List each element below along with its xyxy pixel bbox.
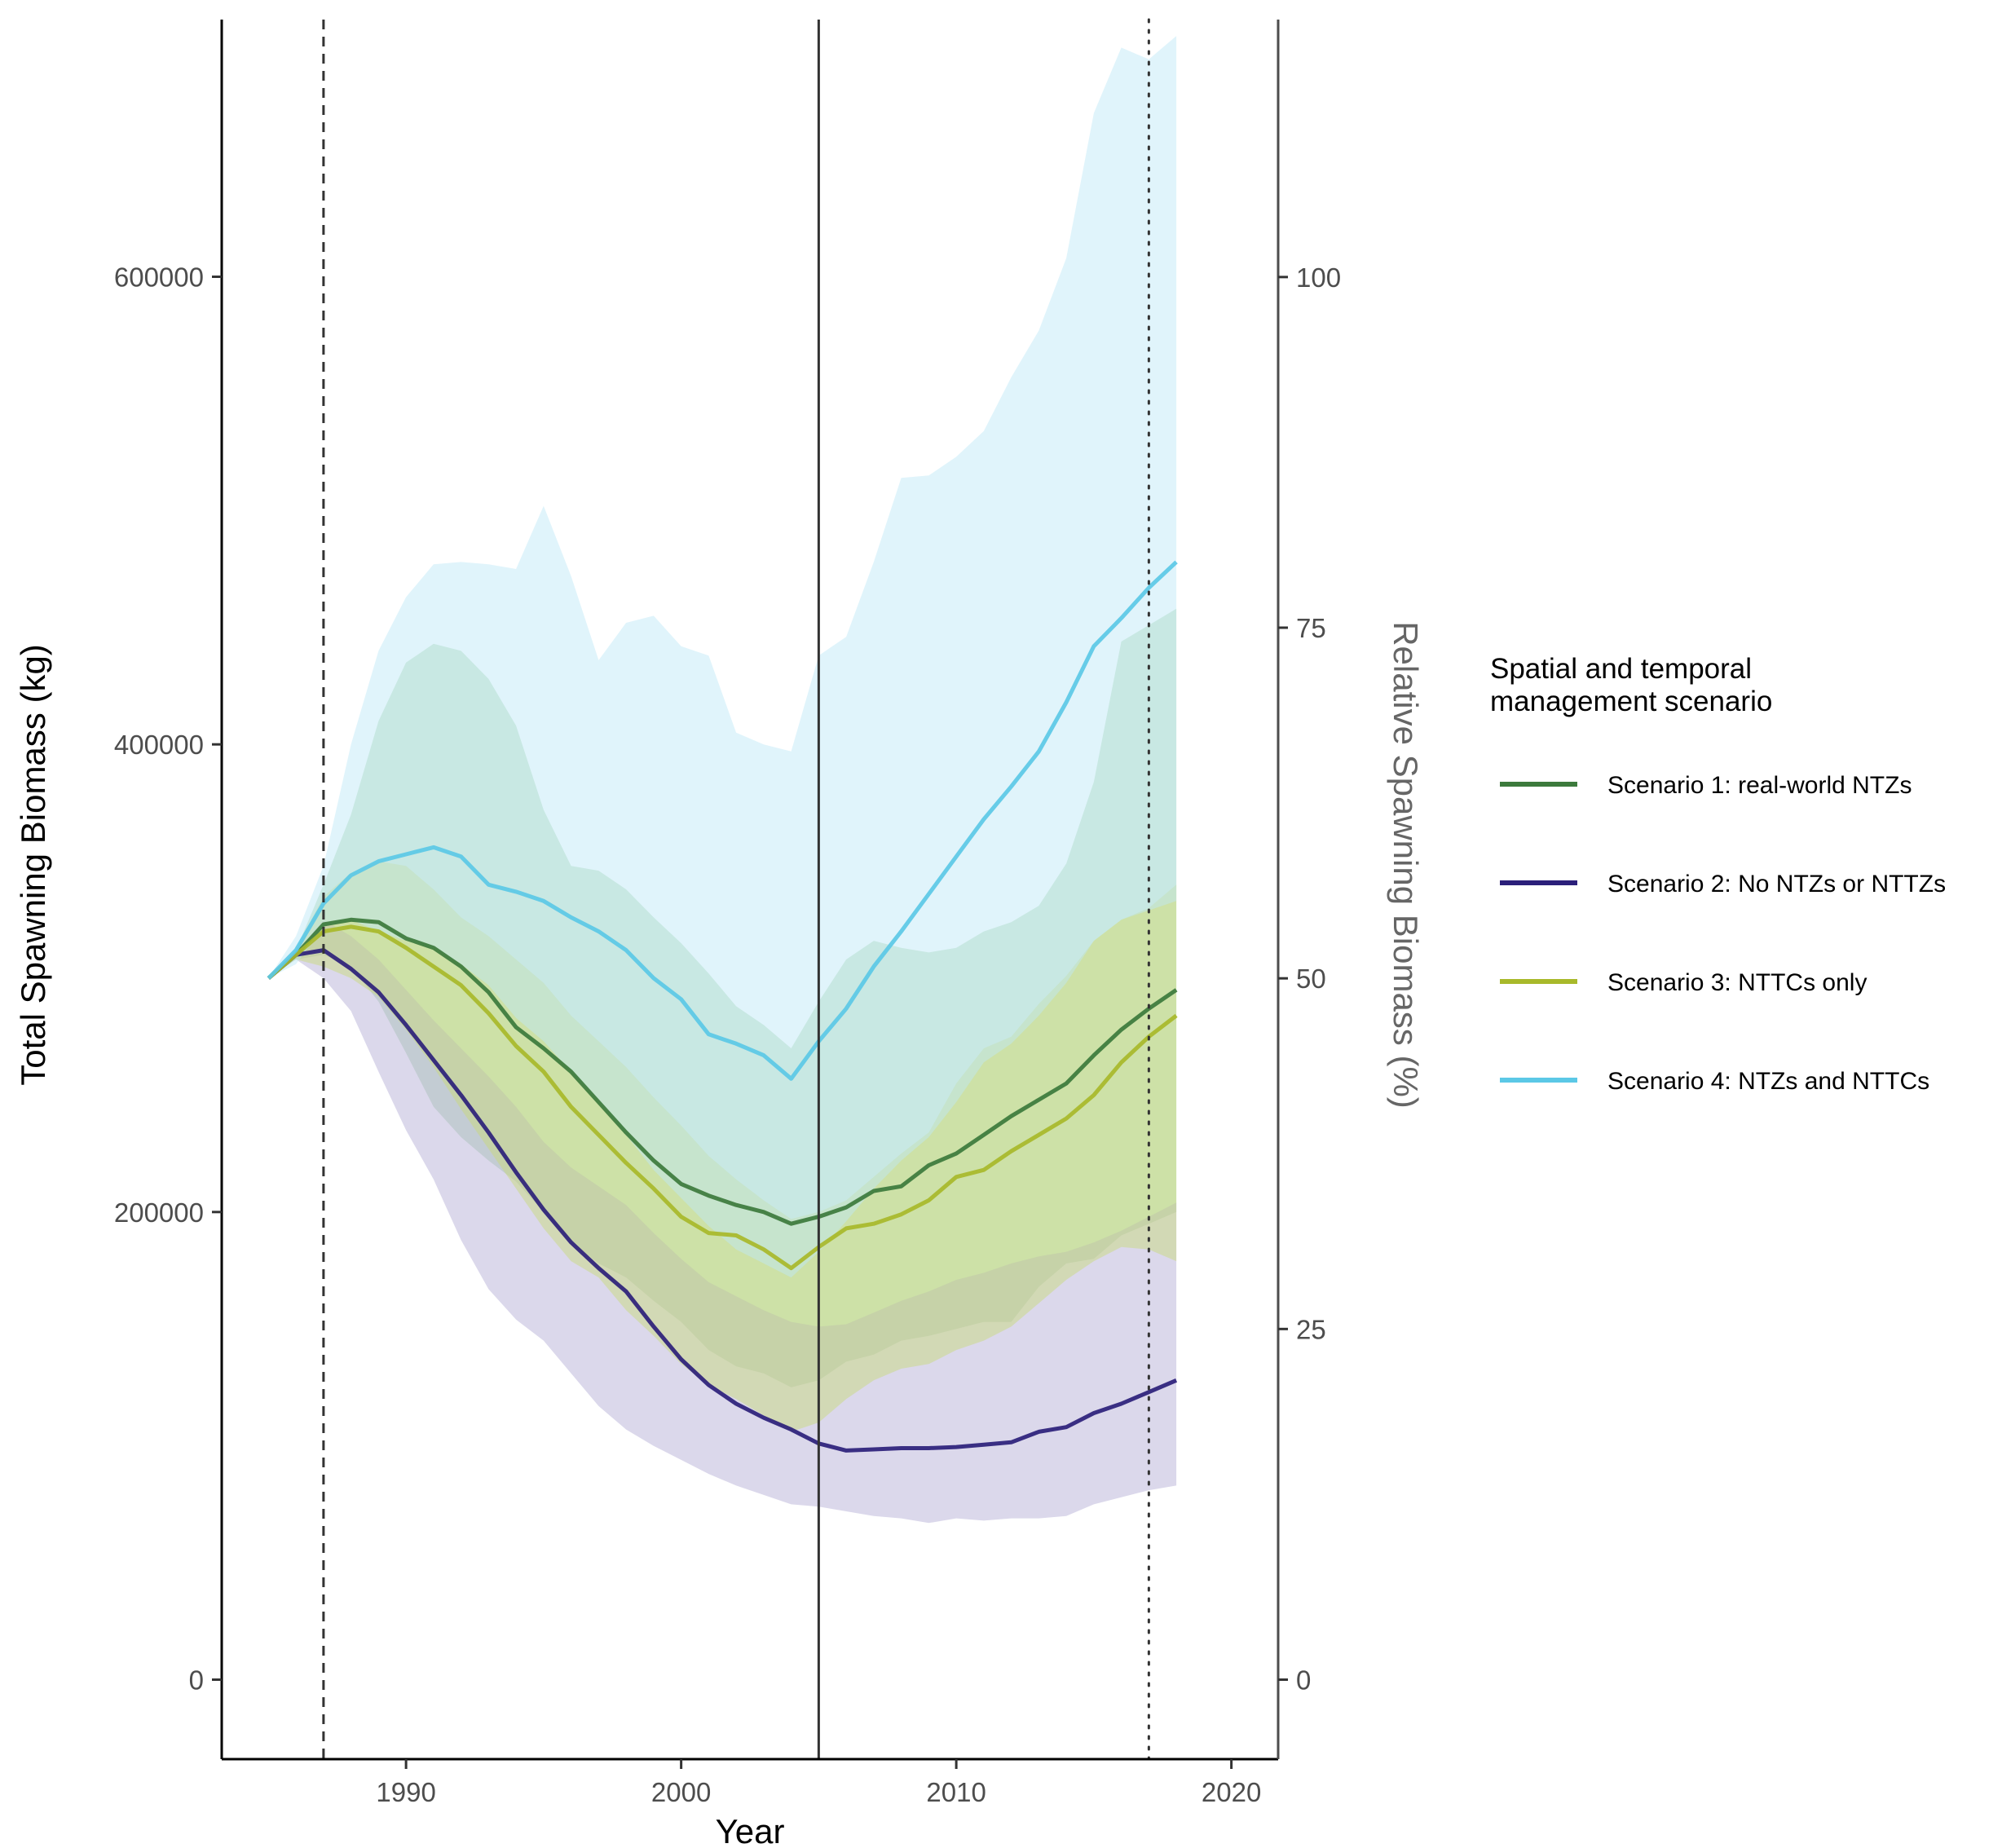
legend-title-line-1: Spatial and temporal — [1490, 653, 1752, 685]
y-axis-right-title: Relative Spawning Biomass (%) — [1387, 621, 1425, 1109]
y-right-tick-label: 100 — [1296, 262, 1341, 293]
y-right-tick-label: 0 — [1296, 1665, 1311, 1695]
series-4-line — [267, 560, 1178, 1081]
legend-label-series-3: Scenario 3: NTTCs only — [1607, 969, 1867, 996]
series-1-line — [267, 917, 1178, 1226]
legend-label-series-2: Scenario 2: No NTZs or NTTZs — [1607, 871, 1946, 898]
y-axis-title: Total Spawning Biomass (kg) — [14, 644, 52, 1086]
series-1-band — [268, 608, 1177, 1387]
x-tick-label: 2020 — [1202, 1777, 1261, 1807]
series-2-band — [268, 920, 1177, 1524]
series-4-band — [268, 36, 1177, 1278]
axis-ticks: 1990 2000 2010 2020 0 200000 400000 600000 0 25 50… — [114, 262, 1341, 1807]
legend: Spatial and temporal management scenario… — [1490, 653, 1946, 1095]
y-tick-label: 0 — [189, 1665, 204, 1695]
reference-lines — [322, 18, 1150, 1761]
x-tick-label: 2010 — [926, 1777, 986, 1807]
y-right-tick-label: 50 — [1296, 964, 1326, 994]
legend-label-series-1: Scenario 1: real-world NTZs — [1607, 772, 1912, 799]
x-tick-label: 1990 — [376, 1777, 435, 1807]
legend-items: Scenario 1: real-world NTZs Scenario 2: N… — [1500, 772, 1946, 1095]
series-2-line — [267, 948, 1178, 1453]
y-tick-label: 200000 — [114, 1197, 204, 1228]
series-3-line — [267, 924, 1178, 1271]
y-right-tick-label: 75 — [1296, 613, 1326, 643]
y-tick-label: 400000 — [114, 730, 204, 760]
legend-label-series-4: Scenario 4: NTZs and NTTCs — [1607, 1068, 1929, 1095]
x-axis-title: Year — [716, 1812, 785, 1848]
y-right-tick-label: 25 — [1296, 1314, 1326, 1344]
axes — [220, 20, 1280, 1761]
legend-title-line-2: management scenario — [1490, 686, 1772, 717]
series-lines — [267, 560, 1178, 1453]
x-tick-label: 2000 — [651, 1777, 711, 1807]
y-tick-label: 600000 — [114, 262, 204, 293]
